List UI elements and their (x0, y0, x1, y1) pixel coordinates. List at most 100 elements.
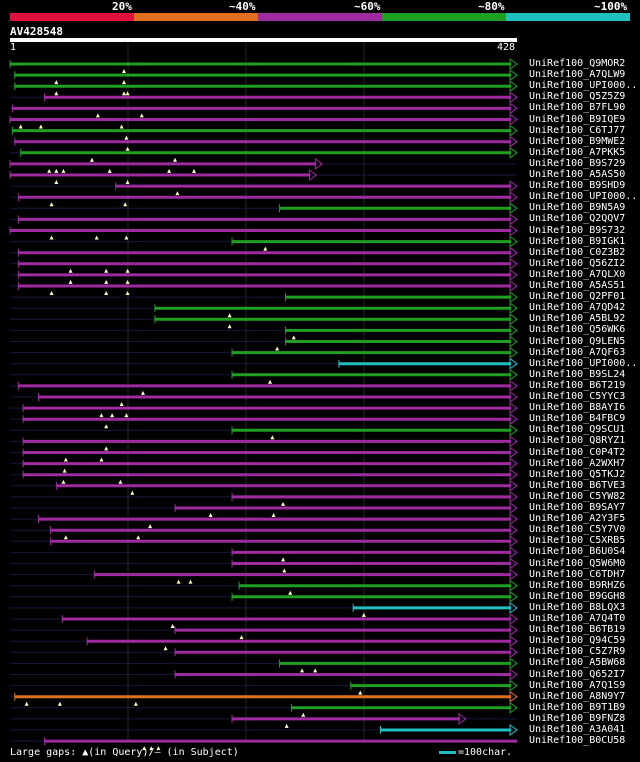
hit-label[interactable]: UniRef100_B9N5A9 (529, 202, 626, 214)
hit-label[interactable]: UniRef100_A2WXH7 (529, 457, 626, 469)
query-gap-marker (281, 557, 286, 562)
hit-label[interactable]: UniRef100_B8LQX3 (529, 601, 626, 613)
query-gap-marker (54, 80, 59, 85)
hit-arrow (509, 468, 518, 481)
hit-arrow (509, 391, 518, 403)
hit-label[interactable]: UniRef100_B9S732 (529, 224, 626, 236)
hit-label[interactable]: UniRef100_Q5W6M0 (529, 557, 626, 569)
hit-label[interactable]: UniRef100_A7QLW9 (529, 69, 626, 81)
query-gap-marker (125, 180, 130, 184)
hit-label[interactable]: UniRef100_B9S729 (529, 157, 626, 169)
hit-label[interactable]: UniRef100_B9SAY7 (529, 502, 626, 513)
footer-gap-legend: Large gaps: ▲(in Query)/— (in Subject) (10, 747, 239, 758)
hit-label[interactable]: UniRef100_B6TB19 (529, 624, 626, 636)
hit-label[interactable]: UniRef100_B4FBC9 (529, 413, 626, 425)
hit-label[interactable]: UniRef100_A7QD42 (529, 302, 626, 314)
hit-arrow (509, 202, 518, 215)
query-gap-marker (68, 279, 73, 284)
hit-arrow (509, 235, 518, 248)
hit-label[interactable]: UniRef100_Q2PF01 (529, 291, 626, 303)
hit-label[interactable]: UniRef100_A7Q1S9 (529, 679, 626, 691)
query-gap-marker (133, 701, 138, 706)
query-gap-marker (136, 535, 141, 540)
hit-label[interactable]: UniRef100_B6U0S4 (529, 546, 626, 558)
hit-label[interactable]: UniRef100_A7QF63 (529, 346, 626, 358)
hit-label[interactable]: UniRef100_B9MWE2 (529, 135, 626, 147)
query-gap-marker (104, 424, 109, 429)
hit-label[interactable]: UniRef100_A5BW68 (529, 657, 626, 669)
hit-label[interactable]: UniRef100_C6TJ77 (529, 124, 626, 136)
query-gap-marker (139, 113, 144, 118)
hit-label[interactable]: UniRef100_UPI000.. (529, 80, 638, 92)
hit-label[interactable]: UniRef100_Q9MOR2 (529, 58, 626, 69)
query-gap-marker (54, 180, 59, 184)
hit-label[interactable]: UniRef100_B9SHD9 (529, 180, 626, 192)
hit-label[interactable]: UniRef100_B6T219 (529, 379, 626, 391)
hit-label[interactable]: UniRef100_A8N9Y7 (529, 690, 626, 702)
hit-label[interactable]: UniRef100_A7QLX0 (529, 268, 626, 280)
hit-label[interactable]: UniRef100_C5XRB5 (529, 535, 626, 547)
hit-label[interactable]: UniRef100_A2Y3F5 (529, 513, 626, 525)
query-gap-marker (142, 746, 147, 751)
hit-label[interactable]: UniRef100_B7FL90 (529, 102, 626, 114)
hit-label[interactable]: UniRef100_B9GGH8 (529, 590, 626, 602)
query-gap-marker (54, 91, 59, 96)
hit-label[interactable]: UniRef100_Q56ZI2 (529, 257, 626, 269)
hit-label[interactable]: UniRef100_C0Z3B2 (529, 246, 626, 258)
hit-label[interactable]: UniRef100_B9SL24 (529, 368, 626, 380)
hit-label[interactable]: UniRef100_B9FNZ8 (529, 712, 626, 724)
hit-label[interactable]: UniRef100_B8AYI6 (529, 402, 626, 414)
hit-label[interactable]: UniRef100_C5Y7V0 (529, 524, 626, 536)
hit-label[interactable]: UniRef100_Q652I7 (529, 668, 626, 680)
query-gap-marker (149, 746, 154, 751)
legend-bar-red (10, 13, 134, 21)
hit-label[interactable]: UniRef100_C5YW82 (529, 490, 626, 502)
scale-text: =100char. (458, 747, 513, 758)
hit-arrow (509, 535, 518, 548)
hit-label[interactable]: UniRef100_Q5Z5Z9 (529, 91, 626, 103)
legend-bar-cyan (506, 13, 630, 21)
legend-label-80: ~80% (478, 0, 505, 13)
query-ruler (10, 38, 517, 42)
hit-label[interactable]: UniRef100_A5BL92 (529, 313, 626, 325)
hit-label[interactable]: UniRef100_A5AS50 (529, 169, 626, 180)
hit-label[interactable]: UniRef100_A3A041 (529, 724, 626, 735)
hit-label[interactable]: UniRef100_Q2QQV7 (529, 213, 626, 225)
hit-label[interactable]: UniRef100_C5YYC3 (529, 391, 626, 402)
hit-label[interactable]: UniRef100_A5AS51 (529, 280, 626, 291)
hit-arrow (509, 579, 518, 592)
hit-label[interactable]: UniRef100_C6TDH7 (529, 568, 626, 580)
hit-label[interactable]: UniRef100_Q5TKJ2 (529, 468, 626, 480)
hit-label[interactable]: UniRef100_B0CU58 (529, 735, 626, 747)
legend-label-60: ~60% (354, 0, 381, 13)
hit-label[interactable]: UniRef100_B6TVE3 (529, 479, 626, 491)
hit-label[interactable]: UniRef100_Q8RYZ1 (529, 435, 626, 447)
hit-label[interactable]: UniRef100_A7Q4T0 (529, 613, 626, 624)
query-gap-marker (118, 479, 123, 484)
query-gap-marker (123, 202, 128, 207)
hit-label[interactable]: UniRef100_Q9LEN5 (529, 335, 626, 347)
query-gap-marker (282, 568, 287, 573)
hit-label[interactable]: UniRef100_B9IGK1 (529, 235, 626, 247)
hit-label[interactable]: UniRef100_Q94C59 (529, 635, 626, 647)
query-gap-marker (121, 80, 126, 85)
query-gap-marker (188, 579, 193, 584)
hit-label[interactable]: UniRef100_UPI000.. (529, 191, 638, 203)
hit-label[interactable]: UniRef100_C0P4T2 (529, 446, 626, 458)
hit-label[interactable]: UniRef100_Q9SCU1 (529, 424, 626, 436)
hit-arrow (509, 246, 518, 259)
hit-label[interactable]: UniRef100_B9IQE9 (529, 113, 626, 125)
hit-arrow (509, 146, 518, 159)
query-gap-marker (208, 513, 213, 517)
hit-arrow (509, 313, 518, 326)
query-gap-marker (358, 690, 363, 695)
hit-label[interactable]: UniRef100_B9T1B9 (529, 701, 626, 713)
hit-label[interactable]: UniRef100_A7PKK5 (529, 146, 626, 158)
hit-arrow (509, 324, 518, 337)
hit-label[interactable]: UniRef100_C5Z7R9 (529, 646, 626, 658)
hit-arrow (509, 490, 518, 503)
hit-label[interactable]: UniRef100_UPI000.. (529, 357, 638, 369)
hit-label[interactable]: UniRef100_B9RHZ6 (529, 579, 626, 591)
hit-label[interactable]: UniRef100_Q56WK6 (529, 324, 626, 336)
query-gap-marker (361, 612, 366, 617)
